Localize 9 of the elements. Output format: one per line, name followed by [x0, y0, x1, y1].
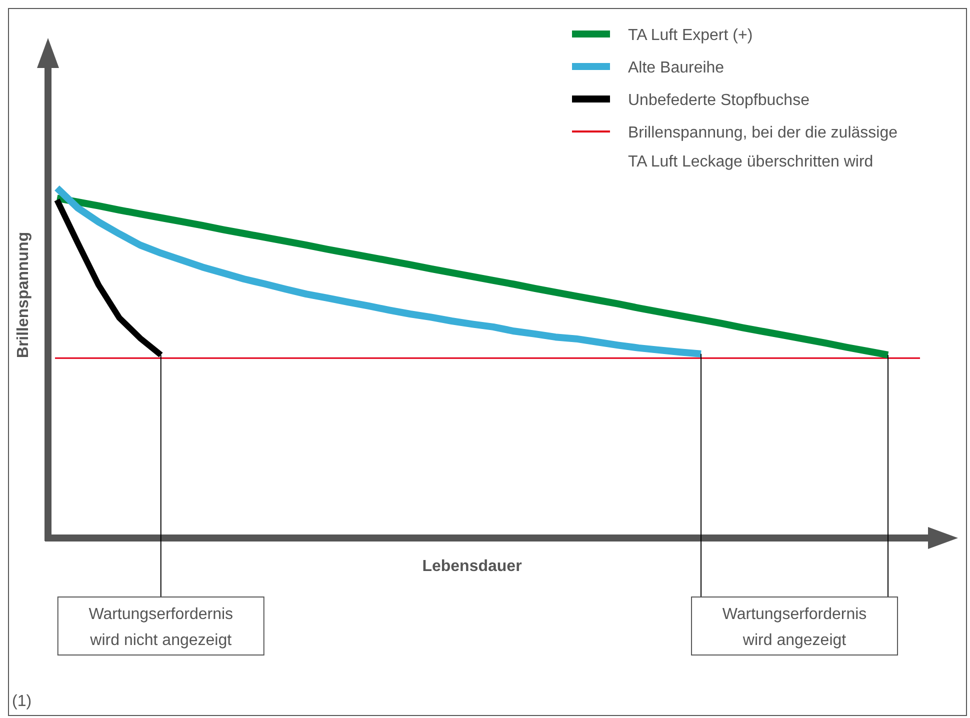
legend-label: Alte Baureihe [628, 60, 724, 76]
text: Wartungserfordernis wird nicht angezeigt [88, 606, 234, 649]
legend-label: Unbefederte Stopfbuchse [628, 92, 810, 109]
legend-label: Brillenspannung, bei der die zulässige TA Luft Leckage überschritten wird [628, 124, 898, 170]
legend-label: TA Luft Expert (+) [628, 27, 753, 44]
y-axis-title: Brillenspannung [15, 232, 32, 358]
x-axis-title: Lebensdauer [422, 558, 522, 575]
text: (1) [12, 693, 32, 710]
text: Wartungserfordernis wird angezeigt [722, 606, 867, 649]
